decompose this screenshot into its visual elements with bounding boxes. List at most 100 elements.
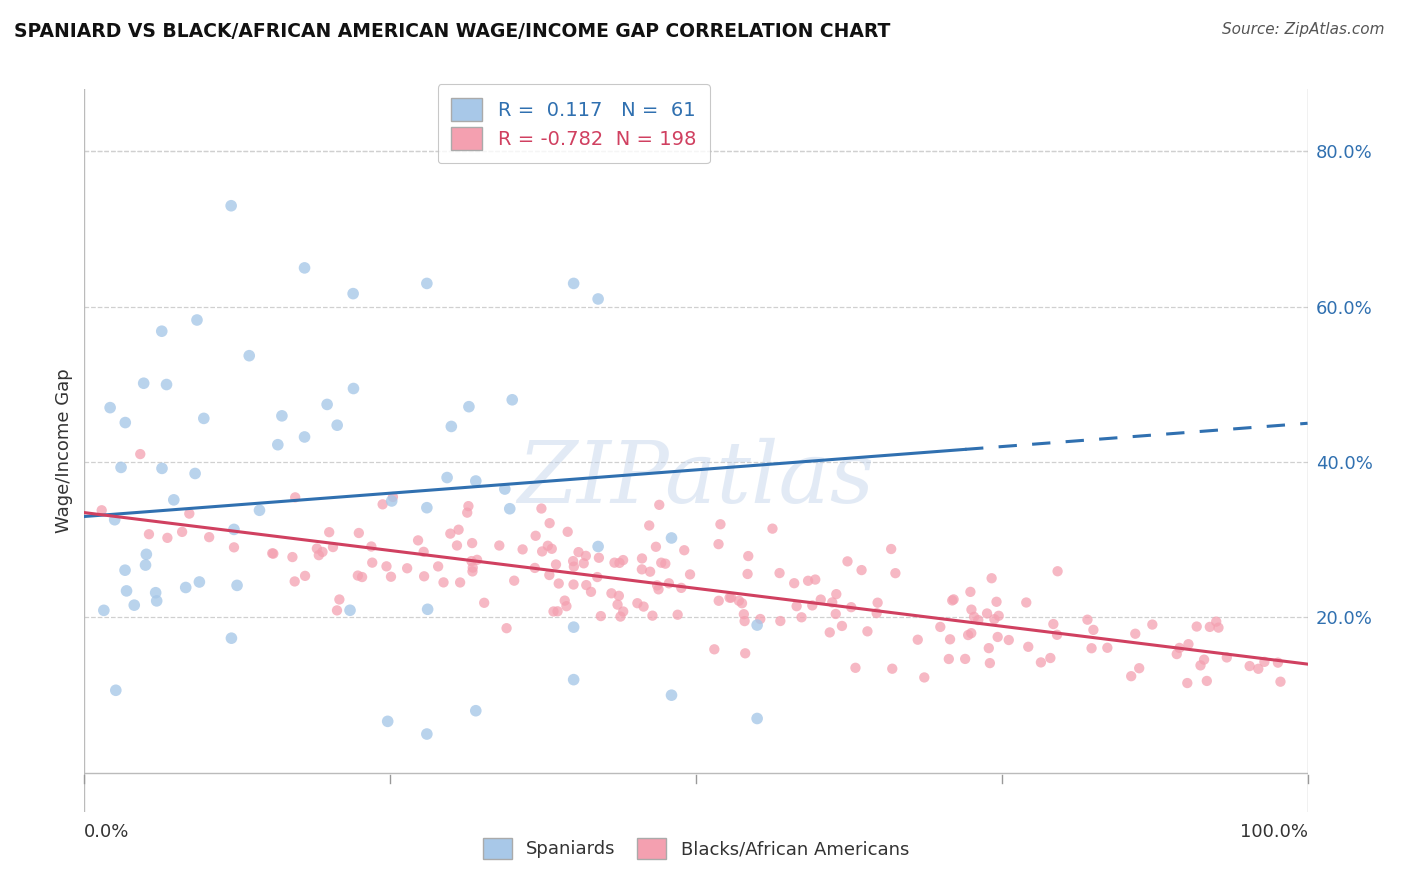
Point <box>360 540 382 554</box>
Text: ZIPatlas: ZIPatlas <box>517 438 875 521</box>
Point <box>880 541 903 556</box>
Point <box>271 409 294 423</box>
Point <box>342 286 364 301</box>
Point <box>562 559 585 574</box>
Point <box>607 589 630 603</box>
Point <box>447 523 470 537</box>
Point <box>941 593 963 607</box>
Point <box>626 596 648 610</box>
Point <box>281 550 304 565</box>
Point <box>645 540 668 554</box>
Point <box>347 568 370 582</box>
Point <box>979 656 1001 670</box>
Point <box>1198 620 1220 634</box>
Point <box>603 556 626 570</box>
Point <box>503 574 526 588</box>
Point <box>93 603 115 617</box>
Point <box>495 621 517 635</box>
Point <box>523 561 546 575</box>
Point <box>294 430 316 444</box>
Point <box>488 539 510 553</box>
Point <box>262 546 284 560</box>
Point <box>709 517 731 532</box>
Point <box>464 474 486 488</box>
Point <box>104 513 127 527</box>
Point <box>609 609 631 624</box>
Y-axis label: Wage/Income Gap: Wage/Income Gap <box>55 368 73 533</box>
Point <box>586 292 609 306</box>
Point <box>938 652 960 666</box>
Point <box>666 607 689 622</box>
Point <box>375 559 398 574</box>
Point <box>856 624 879 639</box>
Point <box>464 704 486 718</box>
Point <box>734 646 756 660</box>
Point <box>186 313 208 327</box>
Point <box>284 574 307 589</box>
Point <box>432 575 454 590</box>
Point <box>530 501 553 516</box>
Point <box>1123 626 1146 640</box>
Point <box>586 540 609 554</box>
Point <box>1208 621 1230 635</box>
Point <box>150 461 173 475</box>
Point <box>1097 640 1119 655</box>
Point <box>728 593 751 607</box>
Point <box>1195 673 1218 688</box>
Point <box>977 641 1000 656</box>
Point <box>1042 617 1064 632</box>
Point <box>122 598 145 612</box>
Point <box>707 537 730 551</box>
Point <box>703 642 725 657</box>
Point <box>575 549 598 563</box>
Point <box>1046 564 1069 578</box>
Point <box>98 401 121 415</box>
Point <box>790 610 813 624</box>
Point <box>987 608 1010 623</box>
Point <box>1247 662 1270 676</box>
Point <box>612 553 634 567</box>
Point <box>155 377 177 392</box>
Point <box>465 553 488 567</box>
Point <box>976 607 998 621</box>
Point <box>1015 595 1038 609</box>
Point <box>957 628 980 642</box>
Point <box>472 596 495 610</box>
Point <box>679 567 702 582</box>
Point <box>458 400 481 414</box>
Point <box>381 490 404 504</box>
Point <box>801 599 824 613</box>
Point <box>983 612 1005 626</box>
Point <box>328 592 350 607</box>
Point <box>882 662 904 676</box>
Point <box>797 574 820 588</box>
Point <box>648 498 671 512</box>
Point <box>238 349 260 363</box>
Point <box>851 563 873 577</box>
Point <box>1270 674 1292 689</box>
Point <box>262 547 284 561</box>
Point <box>734 614 756 628</box>
Point <box>1205 615 1227 629</box>
Point <box>284 491 307 505</box>
Point <box>929 620 952 634</box>
Point <box>294 569 316 583</box>
Text: Source: ZipAtlas.com: Source: ZipAtlas.com <box>1222 22 1385 37</box>
Point <box>221 631 243 645</box>
Point <box>633 599 655 614</box>
Point <box>294 260 316 275</box>
Point <box>645 578 668 592</box>
Point <box>1121 669 1143 683</box>
Point <box>377 714 399 729</box>
Point <box>156 531 179 545</box>
Point <box>413 569 436 583</box>
Point <box>866 606 889 620</box>
Point <box>967 613 990 627</box>
Point <box>821 595 844 609</box>
Point <box>406 533 429 548</box>
Point <box>953 652 976 666</box>
Point <box>342 382 364 396</box>
Point <box>547 576 569 591</box>
Point <box>193 411 215 425</box>
Point <box>311 545 333 559</box>
